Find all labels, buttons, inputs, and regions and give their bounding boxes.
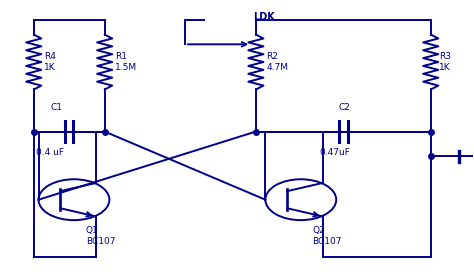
Text: LDK: LDK	[254, 12, 275, 22]
Text: Q2
BC107: Q2 BC107	[313, 226, 342, 246]
Text: C2: C2	[338, 104, 350, 112]
Text: C1: C1	[50, 104, 62, 112]
Text: 0.4 uF: 0.4 uF	[36, 148, 64, 157]
Text: 0.47uF: 0.47uF	[319, 148, 351, 157]
Text: R2
4.7M: R2 4.7M	[266, 52, 288, 72]
Text: R4
1K: R4 1K	[44, 52, 56, 72]
Text: R1
1.5M: R1 1.5M	[115, 52, 137, 72]
Text: Q1
BC107: Q1 BC107	[86, 226, 115, 246]
Text: R3
1K: R3 1K	[439, 52, 451, 72]
